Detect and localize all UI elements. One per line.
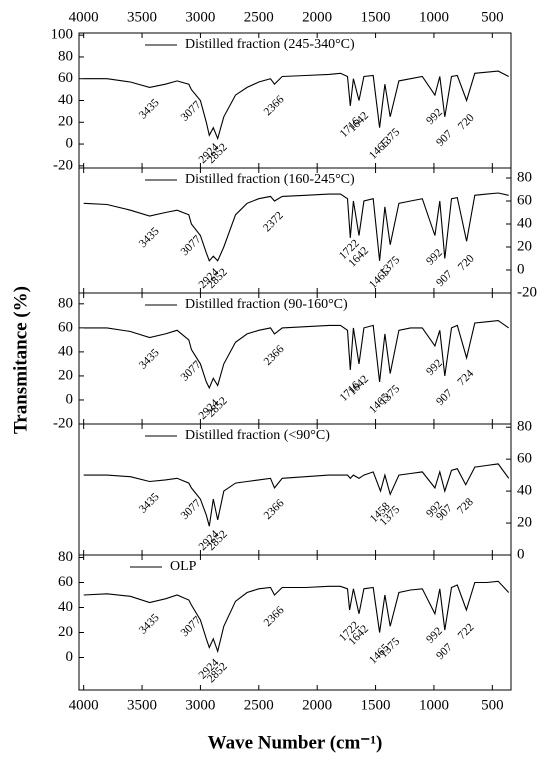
peak-label: 2366 <box>262 604 287 629</box>
x-tick-label: 4000 <box>69 697 99 713</box>
y-tick-label: 0 <box>66 391 74 407</box>
legend-label: Distilled fraction (<90°C) <box>185 428 330 443</box>
peak-label: 3077 <box>179 99 204 124</box>
panel-frame <box>78 423 512 556</box>
peak-label: 3077 <box>179 614 204 639</box>
y-tick-label: 80 <box>58 295 73 311</box>
y-tick-label: 100 <box>51 27 74 43</box>
x-tick-label: 2500 <box>244 697 274 713</box>
peak-label: 3077 <box>179 497 204 522</box>
y-tick-label: 20 <box>58 114 73 130</box>
y-tick-label: 0 <box>517 261 525 277</box>
y-tick-label: 80 <box>517 419 532 435</box>
peak-label: 3435 <box>137 347 162 372</box>
y-tick-label: 0 <box>66 135 74 151</box>
x-tick-label-top: 4000 <box>69 9 99 25</box>
peak-label: 992 <box>424 247 445 268</box>
peak-label: 720 <box>456 112 477 133</box>
peak-label: 3435 <box>137 491 162 516</box>
x-tick-label: 3500 <box>127 697 157 713</box>
peak-label: 992 <box>424 357 445 378</box>
peak-label: 2366 <box>262 93 287 118</box>
y-tick-label: 40 <box>58 92 73 108</box>
x-tick-label-top: 2500 <box>244 9 274 25</box>
legend-label: Distilled fraction (90-160°C) <box>185 297 348 312</box>
y-axis-label: Transmitance (%) <box>10 286 31 434</box>
y-tick-label: 60 <box>517 451 532 467</box>
y-tick-label: 60 <box>58 574 73 590</box>
peak-label: 3435 <box>137 612 162 637</box>
peak-label: 1642 <box>346 373 371 398</box>
y-tick-label: -20 <box>53 157 73 173</box>
peak-label: 2852 <box>205 395 230 420</box>
y-tick-label: 80 <box>58 48 73 64</box>
legend-label: OLP <box>170 559 197 574</box>
x-tick-label: 1000 <box>419 697 449 713</box>
x-tick-label-top: 1500 <box>361 9 391 25</box>
x-tick-label-top: 500 <box>481 9 504 25</box>
y-tick-label: -20 <box>53 415 73 431</box>
peak-label: 3435 <box>137 225 162 250</box>
peak-label: 724 <box>456 368 477 389</box>
x-tick-label: 1500 <box>361 697 391 713</box>
panel-frame <box>78 32 512 169</box>
spectrum-line <box>83 580 510 654</box>
x-tick-label-top: 3000 <box>185 9 215 25</box>
x-tick-label-top: 2000 <box>302 9 332 25</box>
peak-label: 2372 <box>261 209 286 234</box>
peak-label: 3435 <box>137 97 162 122</box>
y-tick-label: 80 <box>58 549 73 565</box>
spectrum-line <box>83 70 509 141</box>
peak-label: 2366 <box>262 343 287 368</box>
spectrum-line <box>83 463 510 527</box>
peak-label: 722 <box>456 621 477 642</box>
peak-label: 1375 <box>378 383 403 408</box>
peak-label: 720 <box>456 252 477 273</box>
peak-label: 907 <box>434 268 455 289</box>
peak-label: 1642 <box>346 110 371 135</box>
peak-label: 2366 <box>262 497 287 522</box>
y-tick-label: 20 <box>58 367 73 383</box>
y-tick-label: -20 <box>517 284 537 300</box>
peak-label: 1375 <box>378 635 403 660</box>
y-tick-label: 0 <box>66 649 74 665</box>
y-tick-label: 40 <box>517 215 532 231</box>
panel-frame <box>78 554 512 691</box>
peak-label: 907 <box>434 641 455 662</box>
y-tick-label: 20 <box>517 238 532 254</box>
x-tick-label: 500 <box>481 697 504 713</box>
y-tick-label: 60 <box>58 319 73 335</box>
y-tick-label: 40 <box>517 483 532 499</box>
legend-label: Distilled fraction (160-245°C) <box>185 172 355 187</box>
peak-label: 907 <box>434 128 455 149</box>
y-tick-label: 80 <box>517 169 532 185</box>
x-tick-label-top: 3500 <box>127 9 157 25</box>
peak-label: 992 <box>424 106 445 127</box>
x-tick-label-top: 1000 <box>419 9 449 25</box>
peak-label: 992 <box>424 625 445 646</box>
peak-label: 907 <box>434 387 455 408</box>
y-tick-label: 40 <box>58 599 73 615</box>
x-axis-label: Wave Number (cm⁻¹) <box>208 732 383 753</box>
spectrum-line <box>83 320 510 390</box>
y-tick-label: 20 <box>58 624 73 640</box>
legend-label: Distilled fraction (245-340°C) <box>185 37 355 52</box>
y-tick-label: 60 <box>517 192 532 208</box>
spectrum-line <box>83 192 509 262</box>
peak-label: 3077 <box>179 233 204 258</box>
x-tick-label: 3000 <box>185 697 215 713</box>
y-tick-label: 0 <box>517 546 525 562</box>
y-tick-label: 20 <box>517 514 532 530</box>
y-tick-label: 40 <box>58 343 73 359</box>
x-tick-label: 2000 <box>302 697 332 713</box>
peak-label: 728 <box>455 496 476 517</box>
y-tick-label: 60 <box>58 70 73 86</box>
